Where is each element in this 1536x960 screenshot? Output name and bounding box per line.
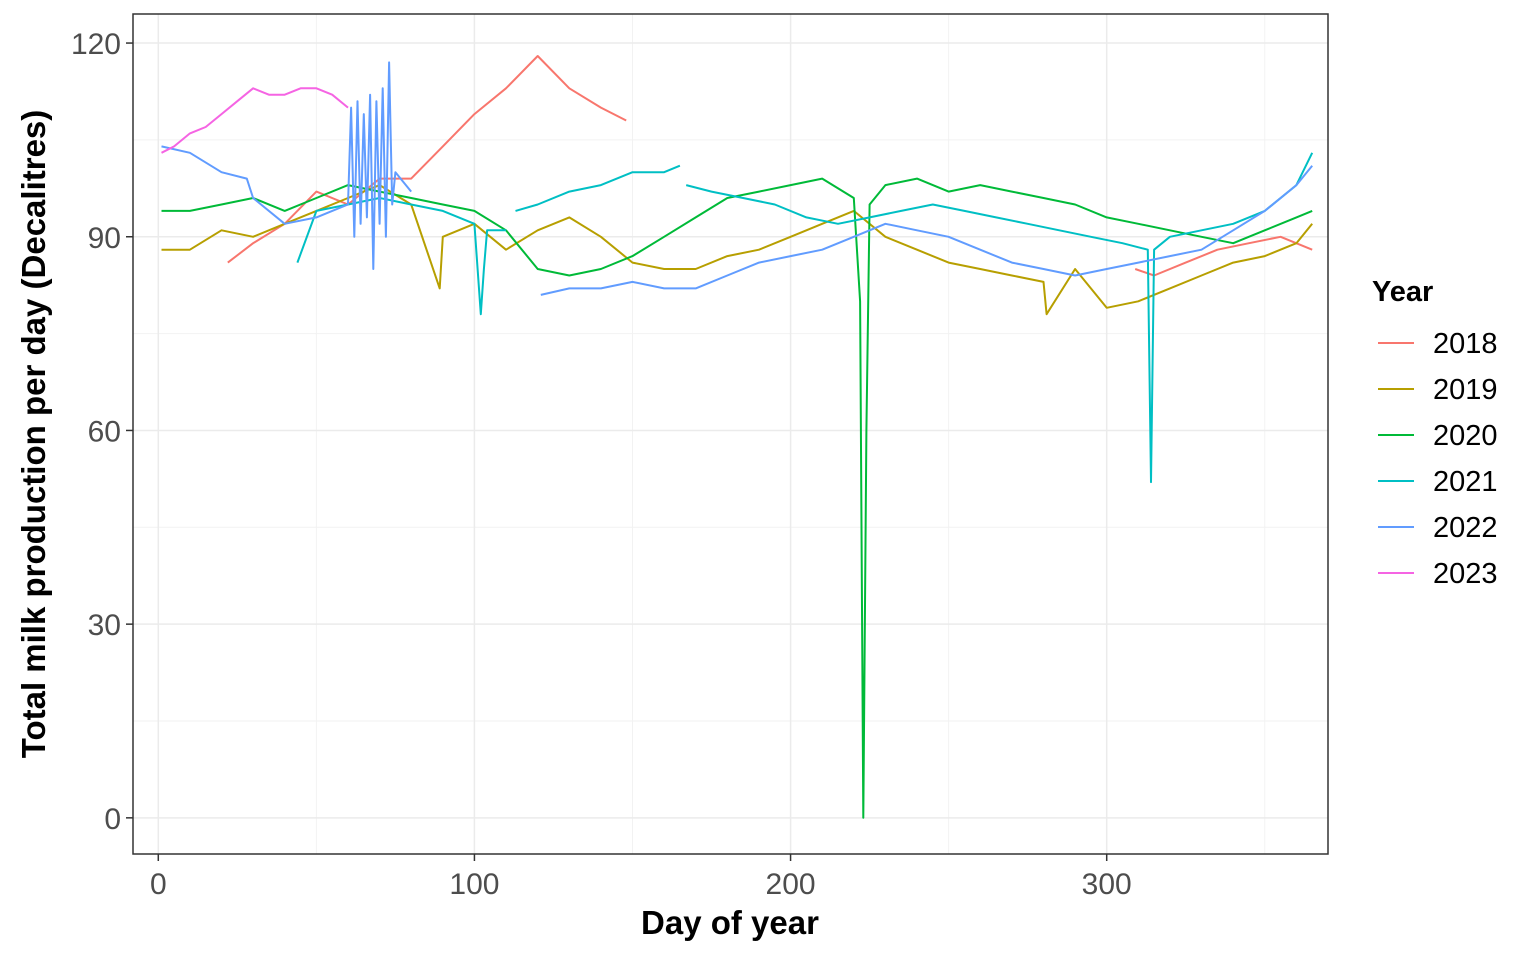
series-line-2021 bbox=[296, 197, 506, 316]
x-tick-label: 300 bbox=[1082, 868, 1132, 901]
x-tick-label: 200 bbox=[766, 868, 816, 901]
series-line-2022 bbox=[540, 165, 1313, 296]
legend: Year 2018 2019 2020 2021 2022 2023 bbox=[1372, 276, 1498, 590]
legend-label-2020: 2020 bbox=[1433, 420, 1498, 452]
x-tick-label: 0 bbox=[150, 868, 167, 901]
series-line-2019 bbox=[161, 184, 1313, 316]
series-line-2022 bbox=[161, 61, 412, 270]
legend-label-2022: 2022 bbox=[1433, 512, 1498, 544]
legend-label-2021: 2021 bbox=[1433, 466, 1498, 498]
legend-label-2018: 2018 bbox=[1433, 328, 1498, 360]
series-line-2018 bbox=[227, 55, 627, 264]
series-line-2021 bbox=[515, 164, 681, 212]
series-line-2023 bbox=[161, 87, 349, 154]
y-tick-label: 0 bbox=[104, 803, 121, 836]
minor-gridlines bbox=[133, 14, 1328, 854]
series-lines bbox=[161, 55, 1314, 819]
x-axis: 0 100 200 300 bbox=[150, 854, 1132, 901]
y-tick-label: 30 bbox=[88, 609, 121, 642]
legend-title: Year bbox=[1372, 276, 1433, 308]
legend-label-2019: 2019 bbox=[1433, 374, 1498, 406]
x-tick-label: 100 bbox=[449, 868, 499, 901]
series-line-2021 bbox=[685, 152, 1314, 484]
y-tick-label: 90 bbox=[88, 222, 121, 255]
y-axis: 0 30 60 90 120 bbox=[71, 28, 133, 836]
x-axis-title: Day of year bbox=[641, 904, 819, 941]
y-tick-label: 120 bbox=[71, 28, 121, 61]
y-tick-label: 60 bbox=[88, 415, 121, 448]
y-axis-title: Total milk production per day (Decalitre… bbox=[15, 110, 52, 759]
panel-background bbox=[133, 14, 1328, 854]
legend-label-2023: 2023 bbox=[1433, 558, 1498, 590]
panel-border bbox=[132, 13, 1329, 855]
major-gridlines bbox=[133, 14, 1328, 854]
